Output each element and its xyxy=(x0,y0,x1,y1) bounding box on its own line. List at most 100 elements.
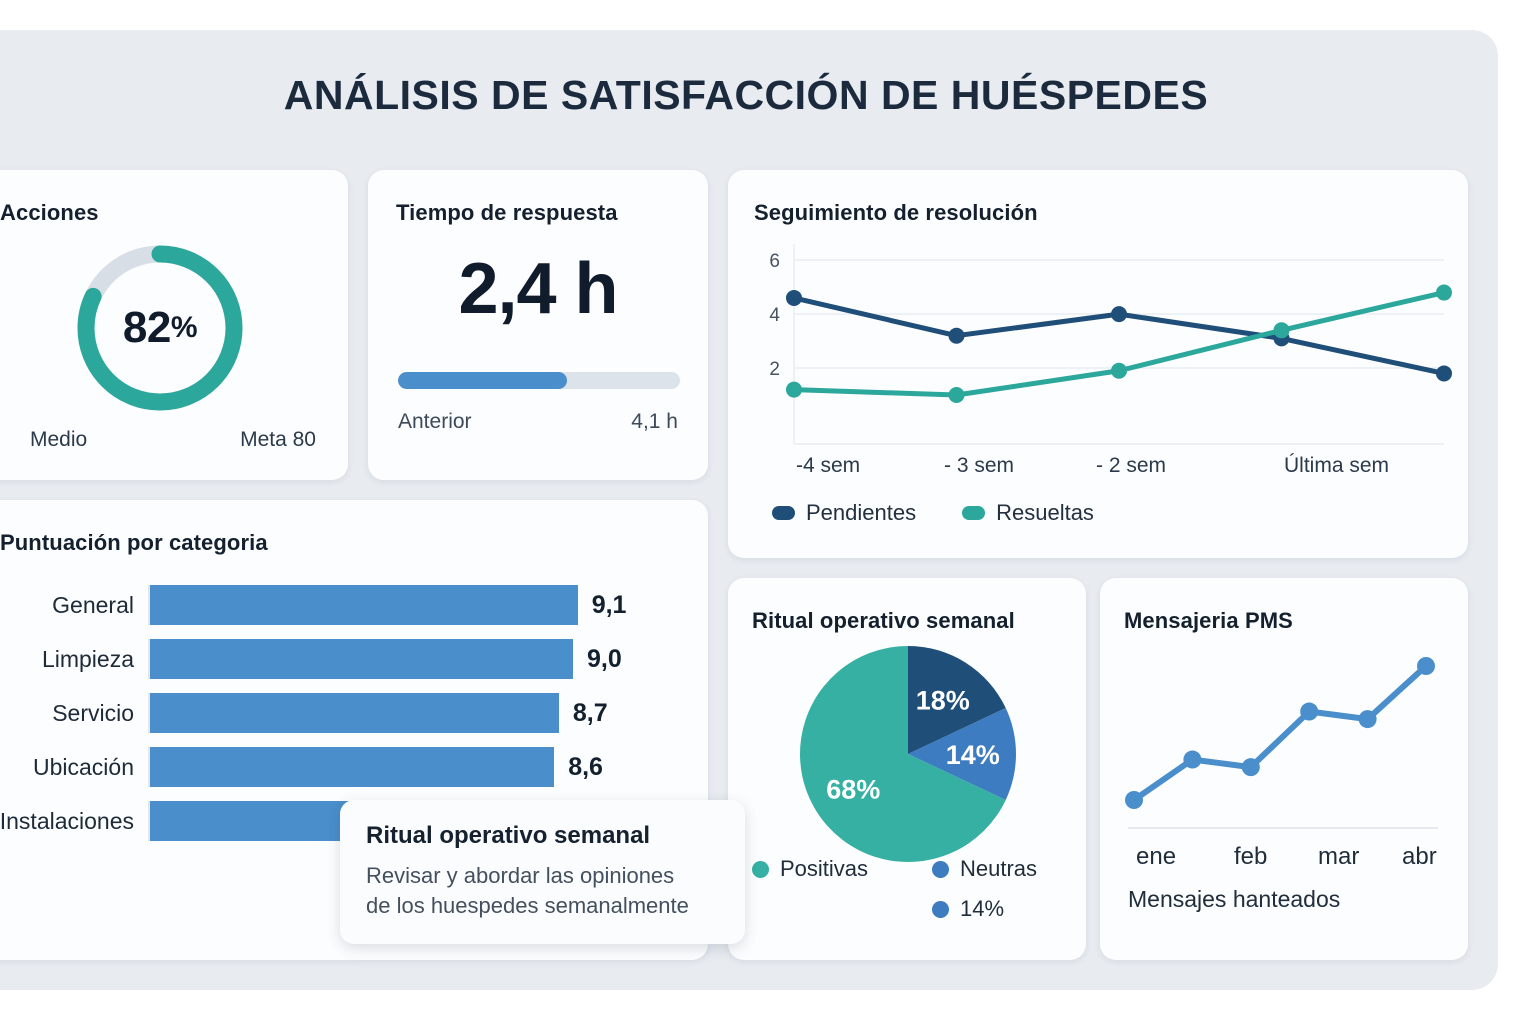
y-tick-label: 6 xyxy=(769,251,780,272)
pie-legend-dot-icon xyxy=(932,900,949,918)
card-tiempo-title: Tiempo de respuesta xyxy=(396,200,618,225)
card-acciones-title: Acciones xyxy=(0,200,99,225)
pms-caption: Mensajes hanteados xyxy=(1128,886,1341,912)
bar-fill xyxy=(150,585,578,625)
sparkline-x-label: ene xyxy=(1136,843,1176,870)
bar-category-label: Servicio xyxy=(52,699,134,726)
tiempo-progress-fill xyxy=(398,372,568,389)
donut-label-right: Meta 80 xyxy=(240,428,316,451)
data-point-pendientes xyxy=(1436,365,1452,382)
donut-chart: 82% xyxy=(70,238,250,418)
sparkline-x-label: feb xyxy=(1234,843,1267,870)
donut-value-percent-sign: % xyxy=(170,311,198,344)
bar-row[interactable]: Limpieza 9,0 xyxy=(0,632,708,686)
ritual-tooltip: Ritual operativo semanal Revisar y abord… xyxy=(340,800,745,945)
data-point-resueltas xyxy=(786,381,802,398)
pie-slice-14 xyxy=(908,708,1016,800)
legend-item-resueltas[interactable]: Resueltas xyxy=(962,500,1094,526)
pms-sparkline-chart: ene feb mar abr xyxy=(1125,657,1438,870)
tooltip-title: Ritual operativo semanal xyxy=(366,822,651,849)
card-ritual-operativo[interactable]: Ritual operativo semanal 18% 14% 68% Posit… xyxy=(728,578,1086,960)
pie-legend-label: Positivas xyxy=(780,856,869,881)
bar-value-label: 8,7 xyxy=(572,698,608,727)
pie-legend-dot-icon xyxy=(752,860,769,878)
bar-category-label: Instalaciones xyxy=(0,807,134,834)
sparkline-x-label: abr xyxy=(1402,843,1437,870)
bar-track xyxy=(148,747,555,787)
bar-fill xyxy=(150,639,573,679)
data-point-resueltas xyxy=(1273,322,1290,339)
x-tick-label: Última sem xyxy=(1284,454,1389,477)
sparkline-point xyxy=(1125,791,1143,809)
card-puntuacion-title: Puntuación por categoria xyxy=(0,530,268,555)
tooltip-line-1: Revisar y abordar las opiniones xyxy=(366,863,675,888)
resolution-line-chart: 2 4 6 -4 sem - 3 sem - 2 sem Última sem xyxy=(769,244,1452,477)
bar-row[interactable]: Servicio 8,7 xyxy=(0,686,708,740)
legend-item-pendientes[interactable]: Pendientes xyxy=(772,500,916,526)
pie-slice-label: 14% xyxy=(946,740,1000,770)
pie-slice-68 xyxy=(800,646,1006,862)
y-tick-label: 4 xyxy=(769,305,780,326)
donut-value: 82% xyxy=(70,238,250,418)
sparkline-path xyxy=(1131,663,1429,803)
tooltip-line-2: de los huespedes semanalmente xyxy=(366,892,689,918)
pie-slice-18 xyxy=(908,646,1006,754)
chart-gridlines xyxy=(793,244,1444,445)
card-seguimiento-resolucion[interactable]: Seguimiento de resolución 2 4 6 -4 sem - 3 … xyxy=(728,170,1468,558)
tiempo-footer-right: 4,1 h xyxy=(631,410,678,433)
tiempo-progress-bar xyxy=(398,372,680,389)
card-pms-title: Mensajeria PMS xyxy=(1124,608,1293,633)
donut-value-number: 82 xyxy=(122,303,171,352)
resolution-chart-legend: Pendientes Resueltas xyxy=(772,500,1094,526)
data-point-resueltas xyxy=(1436,284,1452,301)
pie-legend-item[interactable]: 14% xyxy=(932,896,1072,922)
bar-fill xyxy=(150,747,555,787)
tiempo-value: 2,4 h xyxy=(458,249,618,329)
sparkline-x-labels: ene feb mar abr xyxy=(1136,843,1437,870)
bar-fill xyxy=(150,693,559,733)
sparkline-point xyxy=(1241,758,1260,777)
pie-chart: 18% 14% 68% xyxy=(798,644,1018,869)
sparkline-point xyxy=(1300,702,1319,721)
card-acciones[interactable]: Acciones 82% Medio Meta 80 xyxy=(0,170,348,480)
bar-track xyxy=(148,693,559,733)
donut-label-left: Medio xyxy=(30,428,88,451)
bar-category-label: Ubicación xyxy=(33,753,134,780)
card-mensajeria-pms[interactable]: Mensajeria PMS ene feb mar abr Mensajes han… xyxy=(1100,578,1468,960)
x-tick-label: - 2 sem xyxy=(1096,454,1166,477)
pie-legend-label: Neutras xyxy=(960,856,1038,881)
data-point-pendientes xyxy=(948,327,965,344)
pie-legend-item[interactable]: Neutras xyxy=(932,856,1072,882)
sparkline-series xyxy=(1125,657,1435,809)
bar-value-label: 9,1 xyxy=(591,590,627,619)
bar-category-label: Limpieza xyxy=(41,645,134,672)
page-title: ANÁLISIS DE SATISFACCIÓN DE HUÉSPEDES xyxy=(283,72,1209,118)
bar-category-label: General xyxy=(52,591,134,618)
card-tiempo-respuesta[interactable]: Tiempo de respuesta 2,4 h Anterior 4,1 h xyxy=(368,170,708,480)
donut-progress-arc xyxy=(77,245,243,411)
card-ritual-title: Ritual operativo semanal xyxy=(752,608,1015,633)
bar-row[interactable]: General 9,1 xyxy=(0,578,708,632)
bar-row[interactable]: Ubicación 8,6 xyxy=(0,740,708,794)
bar-value-label: 8,6 xyxy=(568,752,603,781)
legend-label: Resueltas xyxy=(996,500,1094,525)
legend-label: Pendientes xyxy=(806,500,917,525)
bar-track xyxy=(148,639,573,679)
bar-track xyxy=(148,585,578,625)
sparkline-point xyxy=(1417,657,1435,675)
x-tick-label: -4 sem xyxy=(796,454,860,477)
category-bar-list: General 9,1 Limpieza 9,0 Servicio 8,7 Ubicació… xyxy=(0,578,708,848)
donut-svg xyxy=(77,245,243,411)
y-tick-label: 2 xyxy=(769,359,780,380)
data-point-resueltas xyxy=(1111,362,1127,379)
sparkline-point xyxy=(1358,710,1377,729)
card-seguimiento-title: Seguimiento de resolución xyxy=(754,200,1038,225)
pie-legend-item[interactable]: Positivas xyxy=(752,856,932,882)
chart-y-axis-labels: 2 4 6 xyxy=(769,251,780,380)
data-point-resueltas xyxy=(948,387,965,404)
sparkline-x-label: mar xyxy=(1318,843,1359,870)
chart-series-group xyxy=(786,284,1452,404)
legend-swatch-icon xyxy=(962,506,986,520)
legend-swatch-icon xyxy=(772,506,795,520)
